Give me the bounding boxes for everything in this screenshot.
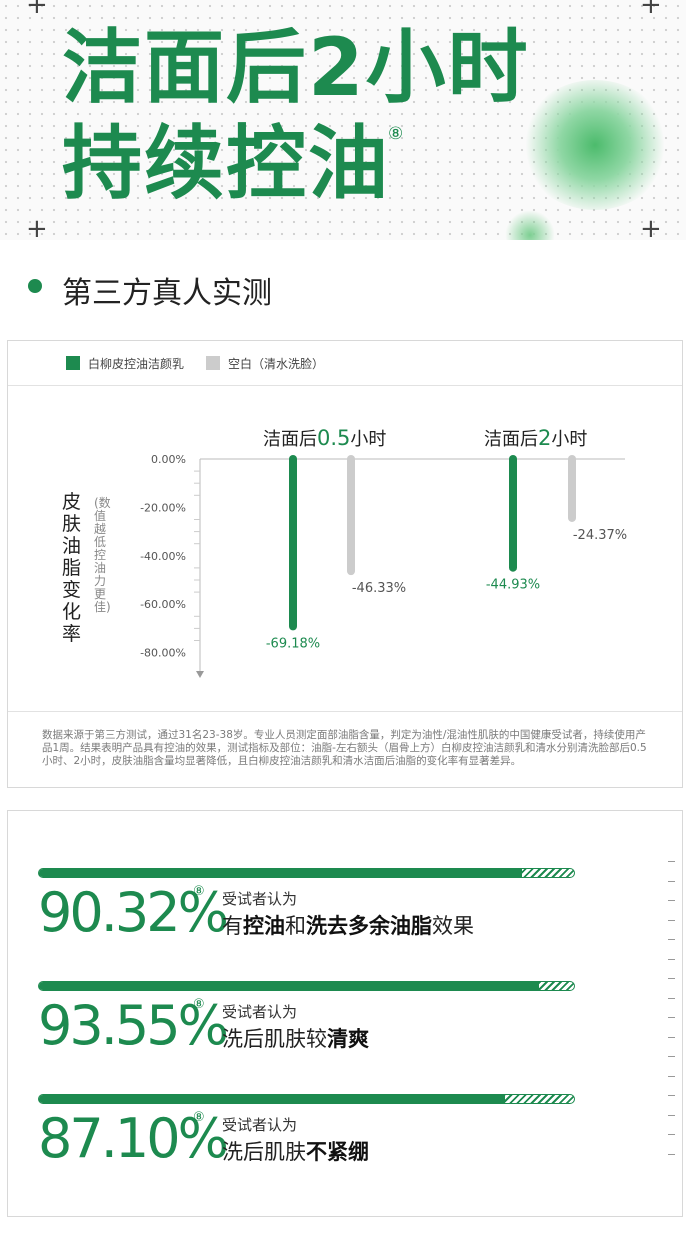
legend-label-blank: 空白（清水洗脸）	[228, 357, 325, 371]
hero-title-line2: 持续控油	[62, 117, 390, 210]
group-title: 洁面后0.5小时	[263, 426, 386, 450]
stat-percentage: 87.10%	[38, 1107, 229, 1170]
green-glow-small-decoration	[505, 210, 555, 240]
chart-footnote: 数据来源于第三方测试，通过31名23-38岁。专业人员测定面部油脂含量，判定为油…	[42, 729, 647, 767]
y-axis-label: 皮肤油脂变化率	[62, 491, 82, 645]
stat-progress-bar	[38, 981, 575, 991]
crosshair-icon: +	[640, 214, 662, 240]
ruler-tick	[668, 919, 675, 921]
y-tick-label: -60.00%	[140, 598, 186, 611]
stat-description-text: 有	[222, 914, 243, 938]
stat-description-emphasis: 不紧绷	[306, 1140, 369, 1164]
chart-legend: 白柳皮控油洁颜乳 空白（清水洗脸）	[8, 341, 682, 386]
bar-value-label: -69.18%	[266, 636, 320, 651]
green-glow-decoration	[520, 80, 670, 210]
bar-value-label: -24.37%	[573, 528, 627, 543]
stat-progress-fill	[39, 982, 540, 990]
ruler-tick	[668, 978, 675, 979]
stat-kicker: 受试者认为	[222, 890, 298, 908]
stats-card: 90.32% ⑧ 受试者认为 有控油和洗去多余油脂效果 93.55% ⑧ 受试者认为 洗后肌肤…	[7, 810, 683, 1217]
ruler-tick	[668, 939, 675, 940]
y-tick-label: -40.00%	[140, 550, 186, 563]
stat-description-emphasis: 控油	[243, 914, 285, 938]
ruler-tick	[668, 1056, 675, 1057]
ruler-tick	[668, 997, 675, 999]
chart-card: 白柳皮控油洁颜乳 空白（清水洗脸） 皮肤油脂变化率 (数值越低 控油力更佳) 0…	[7, 340, 683, 788]
stat-registration-mark: ⑧	[193, 1110, 205, 1125]
crosshair-icon: +	[26, 0, 48, 20]
stat-progress-fill	[39, 1095, 505, 1103]
bullet-dot	[28, 279, 42, 293]
ruler-tick	[668, 1095, 675, 1096]
hero-title-line1: 洁面后2小时	[62, 21, 530, 114]
group-title: 洁面后2小时	[484, 426, 587, 450]
ruler-tick	[668, 900, 675, 901]
stat-description-emphasis: 清爽	[327, 1027, 369, 1051]
stat-description-text: 洗后肌肤	[222, 1140, 306, 1164]
stat-kicker: 受试者认为	[222, 1116, 298, 1134]
stat-description-text: 和	[285, 914, 306, 938]
stat-kicker: 受试者认为	[222, 1003, 298, 1021]
stat-percentage: 90.32%	[38, 881, 229, 944]
ruler-tick	[668, 1017, 675, 1018]
stat-description: 洗后肌肤不紧绷	[222, 1136, 369, 1166]
y-tick-label: 0.00%	[151, 453, 186, 466]
stat-percentage: 93.55%	[38, 994, 229, 1057]
stat-description: 有控油和洗去多余油脂效果	[222, 910, 474, 940]
bar-value-label: -44.93%	[486, 578, 540, 593]
y-axis-note: (数值越低 控油力更佳)	[94, 496, 111, 614]
y-tick-label: -80.00%	[140, 647, 186, 660]
ruler-tick	[668, 861, 675, 862]
stat-registration-mark: ⑧	[193, 997, 205, 1012]
bar-chart: 0.00% -20.00% -40.00% -60.00% -80.00% 洁面后0.5小…	[140, 426, 627, 678]
crosshair-icon: +	[640, 0, 662, 20]
stat-progress-bar	[38, 1094, 575, 1104]
legend-swatch-blank	[206, 356, 220, 370]
y-tick-label: -20.00%	[140, 501, 186, 514]
stat-description: 洗后肌肤较清爽	[222, 1023, 369, 1053]
legend-swatch-product	[66, 356, 80, 370]
registration-mark: ⑧	[388, 124, 404, 144]
stat-progress-fill	[39, 869, 523, 877]
stat-description-text: 效果	[432, 914, 474, 938]
ruler-tick	[668, 1036, 675, 1038]
hero-banner: + + + + 洁面后2小时 持续控油 ⑧	[0, 0, 686, 240]
ruler-tick	[668, 1114, 675, 1116]
bar-value-label: -46.33%	[352, 581, 406, 596]
stat-description-text: 洗后肌肤较	[222, 1027, 327, 1051]
stat-progress-bar	[38, 868, 575, 878]
section-subtitle: 第三方真人实测	[62, 276, 272, 311]
ruler-tick	[668, 1134, 675, 1135]
legend-label-product: 白柳皮控油洁颜乳	[88, 357, 185, 371]
y-axis-arrow	[196, 671, 204, 678]
ruler-tick	[668, 1075, 675, 1077]
ruler-tick	[668, 1153, 675, 1155]
stat-registration-mark: ⑧	[193, 884, 205, 899]
stat-description-emphasis: 洗去多余油脂	[306, 914, 432, 938]
ruler-tick	[668, 880, 675, 882]
crosshair-icon: +	[26, 214, 48, 240]
note-divider	[8, 711, 682, 712]
ruler-tick	[668, 958, 675, 960]
